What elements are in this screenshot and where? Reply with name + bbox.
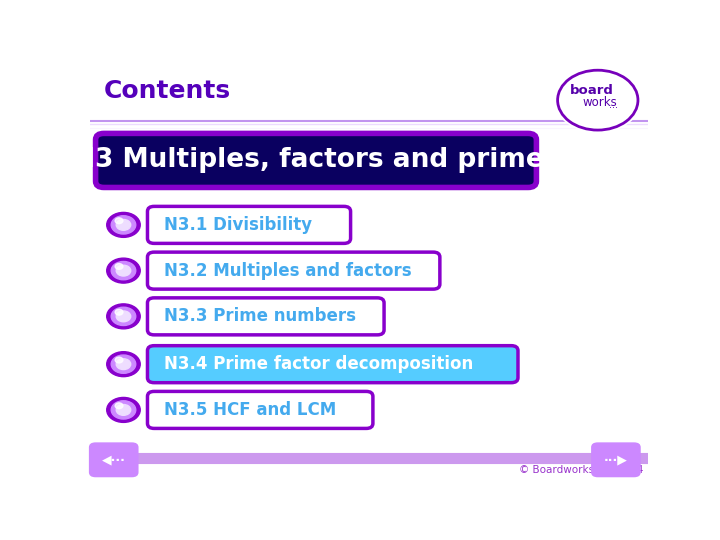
FancyBboxPatch shape: [148, 392, 373, 428]
FancyBboxPatch shape: [148, 252, 440, 289]
Circle shape: [107, 304, 140, 329]
Text: N3.3 Prime numbers: N3.3 Prime numbers: [164, 307, 356, 326]
FancyBboxPatch shape: [591, 442, 641, 477]
Text: © Boardworks Ltd 2004: © Boardworks Ltd 2004: [519, 465, 644, 475]
FancyBboxPatch shape: [148, 206, 351, 244]
FancyBboxPatch shape: [148, 298, 384, 335]
Circle shape: [111, 261, 136, 280]
Text: 30 of 53: 30 of 53: [94, 465, 138, 475]
Text: Contents: Contents: [104, 79, 231, 103]
Text: N3.4 Prime factor decomposition: N3.4 Prime factor decomposition: [164, 355, 474, 373]
Text: ···▶: ···▶: [604, 453, 628, 467]
Text: ◀···: ◀···: [102, 453, 126, 467]
Text: ···: ···: [609, 103, 618, 113]
Circle shape: [107, 258, 140, 283]
Text: N3.2 Multiples and factors: N3.2 Multiples and factors: [164, 261, 412, 280]
Circle shape: [111, 216, 136, 234]
Circle shape: [107, 212, 140, 238]
Circle shape: [116, 359, 131, 369]
Text: N3 Multiples, factors and primes: N3 Multiples, factors and primes: [73, 147, 559, 173]
Circle shape: [115, 264, 123, 269]
Circle shape: [555, 68, 641, 132]
Circle shape: [111, 401, 136, 419]
Circle shape: [111, 307, 136, 326]
Circle shape: [115, 403, 123, 409]
Circle shape: [116, 404, 131, 415]
FancyBboxPatch shape: [89, 442, 138, 477]
Text: board: board: [570, 84, 614, 98]
Circle shape: [107, 352, 140, 377]
Circle shape: [111, 355, 136, 373]
Circle shape: [115, 218, 123, 224]
Circle shape: [107, 397, 140, 422]
Circle shape: [115, 357, 123, 363]
FancyBboxPatch shape: [148, 346, 518, 383]
Circle shape: [116, 219, 131, 230]
Text: N3.5 HCF and LCM: N3.5 HCF and LCM: [164, 401, 336, 419]
Circle shape: [115, 309, 123, 315]
FancyBboxPatch shape: [96, 133, 536, 187]
Circle shape: [116, 311, 131, 322]
Circle shape: [116, 265, 131, 276]
Text: works: works: [582, 96, 617, 109]
Text: N3.1 Divisibility: N3.1 Divisibility: [164, 216, 312, 234]
